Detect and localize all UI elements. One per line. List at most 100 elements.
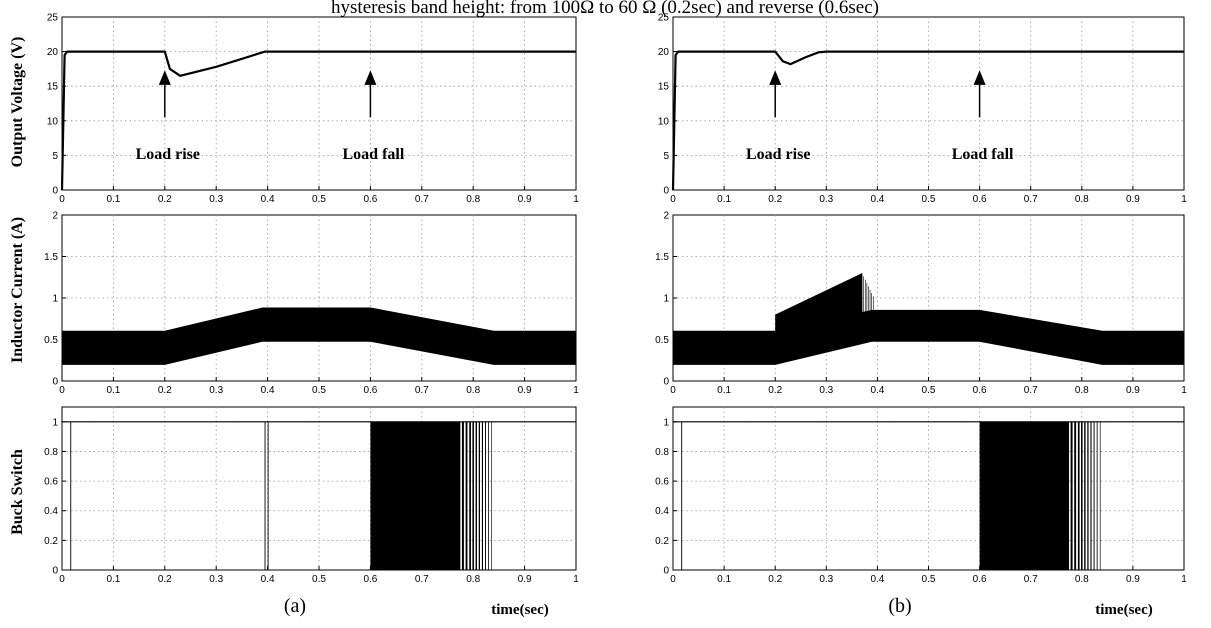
plot-a-voltage: 0 5 10 15 20 25 0 0.1 0.2 0.3 0.4 0.5 0.6 0.7 0.8 0.9 1 L… <box>47 13 579 206</box>
switch-dense-band-b-switch <box>979 421 1070 570</box>
current-band-a-current <box>61 307 577 365</box>
current-band-b-current <box>672 309 1185 365</box>
xtick-label-b-switch-8: 0.8 <box>1075 574 1089 585</box>
ytick-label-b-switch-5: 1 <box>663 417 669 428</box>
xtick-label-b-switch-2: 0.2 <box>768 574 782 585</box>
xtick-label-a-voltage-4: 0.4 <box>261 194 275 205</box>
xtick-label-a-voltage-8: 0.8 <box>466 194 480 205</box>
xtick-label-b-current-2: 0.2 <box>768 385 782 396</box>
ytick-label-b-voltage-0: 0 <box>663 186 669 197</box>
xtick-label-b-switch-7: 0.7 <box>1024 574 1038 585</box>
xtick-label-b-switch-0: 0 <box>670 574 676 585</box>
xtick-label-b-voltage-4: 0.4 <box>870 194 884 205</box>
xtick-label-a-current-5: 0.5 <box>312 385 326 396</box>
xtick-label-b-voltage-5: 0.5 <box>922 194 936 205</box>
annotation-arrowhead-a-voltage-1 <box>364 70 377 85</box>
ytick-label-b-current-3: 1.5 <box>655 252 669 263</box>
xtick-label-b-current-10: 1 <box>1181 385 1187 396</box>
xtick-label-a-voltage-0: 0 <box>59 194 65 205</box>
xtick-label-a-current-2: 0.2 <box>158 385 172 396</box>
xtick-label-b-voltage-6: 0.6 <box>973 194 987 205</box>
x-axis-label-b: time(sec) <box>1095 602 1152 618</box>
xtick-label-b-voltage-0: 0 <box>670 194 676 205</box>
ytick-label-a-switch-4: 0.8 <box>44 447 58 458</box>
plot-a-current: 0 0.5 1 1.5 2 0 0.1 0.2 0.3 0.4 0.5 0.6 0.7 0.8 0.9 1 <box>44 211 579 397</box>
xtick-label-a-voltage-5: 0.5 <box>312 194 326 205</box>
xtick-label-b-switch-1: 0.1 <box>717 574 731 585</box>
plot-b-current: 0 0.5 1 1.5 2 0 0.1 0.2 0.3 0.4 0.5 0.6 0.7 0.8 0.9 1 <box>655 211 1187 397</box>
xtick-label-a-switch-4: 0.4 <box>261 574 275 585</box>
xtick-label-a-voltage-3: 0.3 <box>209 194 223 205</box>
ytick-label-b-voltage-3: 15 <box>658 82 670 93</box>
xtick-label-a-switch-2: 0.2 <box>158 574 172 585</box>
x-axis-label-a: time(sec) <box>491 602 548 618</box>
xtick-label-a-voltage-9: 0.9 <box>518 194 532 205</box>
annotation-label-a-voltage-0: Load rise <box>136 146 200 163</box>
series-line-b-voltage <box>671 50 1184 191</box>
xtick-label-a-switch-8: 0.8 <box>466 574 480 585</box>
figure-title: hysteresis band height: from 100Ω to 60 … <box>331 0 879 18</box>
xtick-label-a-current-10: 1 <box>573 385 579 396</box>
annotation-arrowhead-b-voltage-0 <box>769 70 782 85</box>
xtick-label-b-switch-9: 0.9 <box>1126 574 1140 585</box>
xtick-label-b-voltage-8: 0.8 <box>1075 194 1089 205</box>
caption-b: (b) <box>888 595 911 617</box>
plot-b-switch: 0 0.2 0.4 0.6 0.8 1 0 0.1 0.2 0.3 0.4 0.5 0.6 0.7 0.8 0… <box>655 406 1187 585</box>
ytick-label-a-voltage-3: 15 <box>47 82 59 93</box>
xtick-label-b-current-6: 0.6 <box>973 385 987 396</box>
xtick-label-b-voltage-10: 1 <box>1181 194 1187 205</box>
ytick-label-b-current-2: 1 <box>663 294 669 305</box>
ytick-label-a-voltage-1: 5 <box>52 151 58 162</box>
ytick-label-b-current-1: 0.5 <box>655 335 669 346</box>
xtick-label-a-switch-0: 0 <box>59 574 65 585</box>
plot-b-voltage: 0 5 10 15 20 25 0 0.1 0.2 0.3 0.4 0.5 0.6 0.7 0.8 0.9 1 L… <box>658 13 1187 206</box>
xtick-label-b-current-4: 0.4 <box>870 385 884 396</box>
y-axis-label-current: Inductor Current (A) <box>9 217 26 363</box>
xtick-label-b-current-9: 0.9 <box>1126 385 1140 396</box>
plot-a-switch: 0 0.2 0.4 0.6 0.8 1 0 0.1 0.2 0.3 0.4 0.5 0.6 0.7 0.8 0… <box>44 406 579 585</box>
y-axis-label-switch: Buck Switch <box>9 449 26 535</box>
ytick-label-a-current-1: 0.5 <box>44 335 58 346</box>
ytick-label-b-voltage-4: 20 <box>658 47 670 58</box>
xtick-label-b-switch-5: 0.5 <box>922 574 936 585</box>
ytick-label-a-switch-2: 0.4 <box>44 506 58 517</box>
xtick-label-a-switch-6: 0.6 <box>363 574 377 585</box>
xtick-label-b-voltage-9: 0.9 <box>1126 194 1140 205</box>
caption-a: (a) <box>284 595 306 617</box>
xtick-label-a-current-6: 0.6 <box>363 385 377 396</box>
xtick-label-b-switch-6: 0.6 <box>973 574 987 585</box>
xtick-label-a-switch-3: 0.3 <box>209 574 223 585</box>
ytick-label-a-voltage-5: 25 <box>47 13 59 24</box>
xtick-label-b-current-7: 0.7 <box>1024 385 1038 396</box>
xtick-label-b-switch-3: 0.3 <box>819 574 833 585</box>
xtick-label-b-current-5: 0.5 <box>922 385 936 396</box>
ytick-label-a-switch-5: 1 <box>52 417 58 428</box>
annotation-arrowhead-b-voltage-1 <box>973 70 986 85</box>
ytick-label-b-voltage-1: 5 <box>663 151 669 162</box>
xtick-label-b-switch-10: 1 <box>1181 574 1187 585</box>
xtick-label-a-switch-1: 0.1 <box>106 574 120 585</box>
annotation-label-a-voltage-1: Load fall <box>343 146 405 163</box>
xtick-label-b-current-0: 0 <box>670 385 676 396</box>
xtick-label-b-current-8: 0.8 <box>1075 385 1089 396</box>
xtick-label-b-voltage-2: 0.2 <box>768 194 782 205</box>
xtick-label-b-voltage-7: 0.7 <box>1024 194 1038 205</box>
y-axis-label-voltage: Output Voltage (V) <box>9 37 26 168</box>
ytick-label-a-voltage-0: 0 <box>52 186 58 197</box>
ytick-label-a-voltage-2: 10 <box>47 116 59 127</box>
ytick-label-a-current-4: 2 <box>52 211 58 222</box>
xtick-label-a-voltage-2: 0.2 <box>158 194 172 205</box>
xtick-label-a-current-3: 0.3 <box>209 385 223 396</box>
ytick-label-a-current-0: 0 <box>52 377 58 388</box>
xtick-label-b-voltage-1: 0.1 <box>717 194 731 205</box>
xtick-label-a-current-1: 0.1 <box>106 385 120 396</box>
xtick-label-a-current-9: 0.9 <box>518 385 532 396</box>
xtick-label-a-current-7: 0.7 <box>415 385 429 396</box>
annotation-label-b-voltage-1: Load fall <box>952 146 1014 163</box>
ytick-label-a-switch-0: 0 <box>52 566 58 577</box>
ytick-label-a-current-3: 1.5 <box>44 252 58 263</box>
xtick-label-b-voltage-3: 0.3 <box>819 194 833 205</box>
ytick-label-a-switch-1: 0.2 <box>44 536 58 547</box>
